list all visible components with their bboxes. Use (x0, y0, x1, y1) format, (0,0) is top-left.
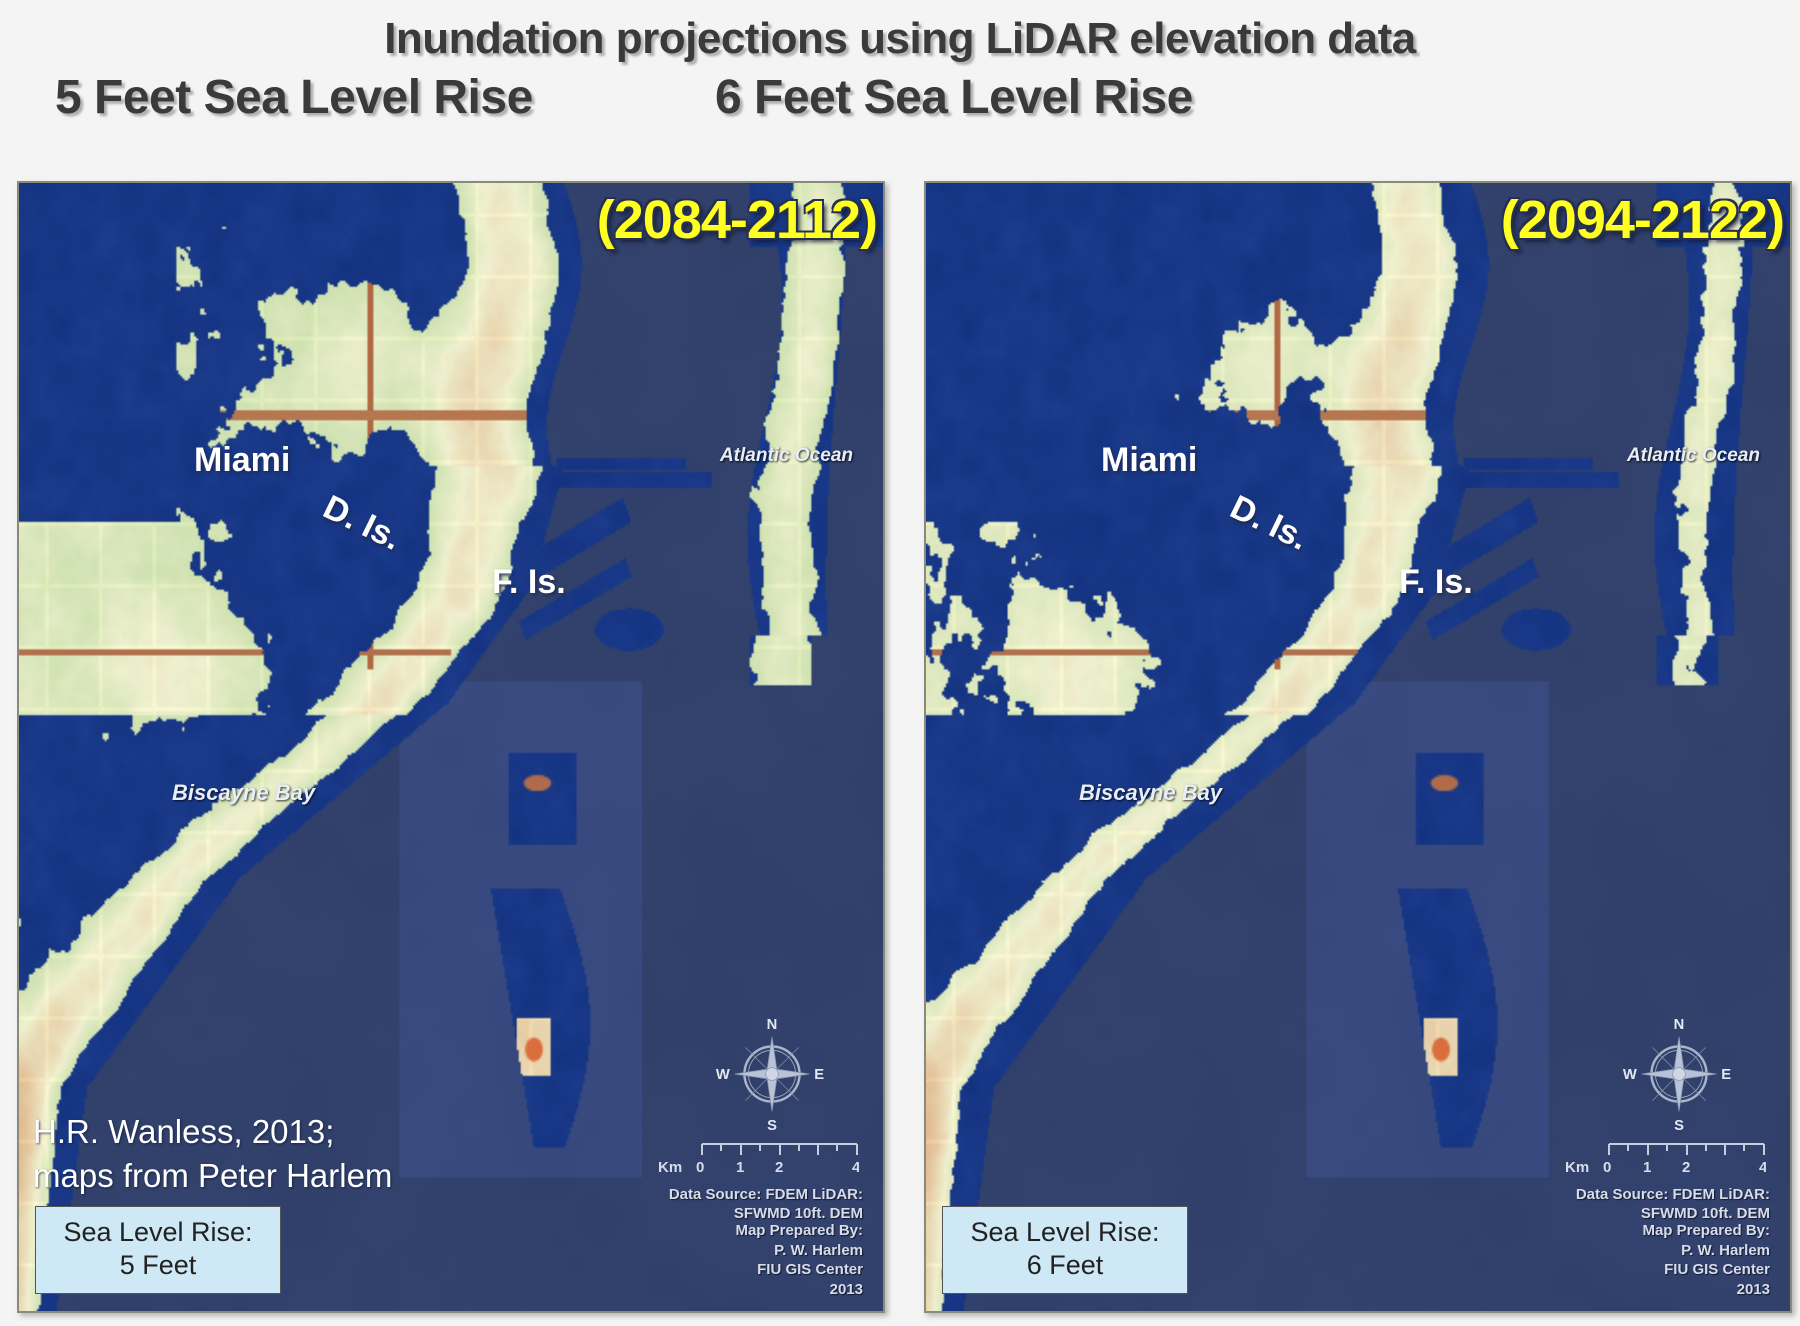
svg-text:0: 0 (696, 1159, 704, 1176)
svg-text:2: 2 (1682, 1159, 1690, 1176)
svg-text:E: E (1721, 1067, 1731, 1083)
data-source-text-6ft: Data Source: FDEM LiDAR: SFWMD 10ft. DEM (1576, 1186, 1770, 1223)
svg-text:W: W (1623, 1067, 1637, 1083)
map-panel-6ft[interactable]: (2094-2122) Atlantic Ocean Miami D. Is. … (924, 181, 1792, 1313)
data-source-line-1: Data Source: FDEM LiDAR: (1575, 1186, 1770, 1204)
map-panel-5ft[interactable]: (2084-2112) Atlantic Ocean Miami D. Is. … (17, 181, 885, 1313)
credit-line-1: H.R. Wanless, 2013; (33, 1112, 335, 1150)
svg-text:4: 4 (1759, 1159, 1766, 1176)
prepared-by-line-1: Map Prepared By: (735, 1222, 863, 1239)
svg-text:N: N (767, 1017, 778, 1033)
compass-rose-icon: N S E W (713, 1015, 831, 1133)
compass-rose-icon: N S E W (1620, 1015, 1738, 1133)
svg-text:N: N (1674, 1017, 1685, 1033)
prepared-by-line-1: Map Prepared By: (1642, 1222, 1770, 1239)
svg-text:W: W (716, 1067, 730, 1083)
subtitle-right-panel: 6 Feet Sea Level Rise (715, 71, 1193, 125)
svg-text:1: 1 (736, 1159, 744, 1176)
subtitle-row: 5 Feet Sea Level Rise 6 Feet Sea Level R… (0, 70, 1800, 125)
map-raster-5ft (19, 183, 883, 1311)
prepared-by-line-3: FIU GIS Center (1664, 1261, 1770, 1278)
data-source-line-2: SFWMD 10ft. DEM (1640, 1204, 1770, 1222)
svg-text:1: 1 (1643, 1159, 1651, 1176)
page-title: Inundation projections using LiDAR eleva… (384, 14, 1416, 63)
slr-legend-label: Sea Level Rise: (970, 1217, 1160, 1248)
svg-text:0: 0 (1603, 1159, 1611, 1176)
prepared-by-line-4: 2013 (829, 1280, 863, 1298)
subtitle-left-panel: 5 Feet Sea Level Rise (55, 71, 533, 125)
svg-text:Km: Km (658, 1159, 682, 1176)
prepared-by-line-2: P. W. Harlem (1681, 1241, 1770, 1259)
sea-level-rise-legend-5ft: Sea Level Rise: 5 Feet (35, 1206, 281, 1294)
year-range-label-6ft: (2094-2122) (1500, 190, 1785, 250)
slr-legend-value: 6 Feet (1026, 1250, 1104, 1281)
prepared-by-text-6ft: Map Prepared By: P. W. Harlem FIU GIS Ce… (1642, 1221, 1770, 1299)
svg-text:4: 4 (852, 1159, 859, 1176)
slr-legend-value: 5 Feet (119, 1250, 197, 1281)
scale-bar-6ft: Km 0 1 2 4 (1561, 1136, 1766, 1178)
title-block: Inundation projections using LiDAR eleva… (0, 0, 1800, 125)
svg-text:E: E (814, 1067, 824, 1083)
prepared-by-line-3: FIU GIS Center (757, 1261, 863, 1278)
sea-level-rise-legend-6ft: Sea Level Rise: 6 Feet (942, 1206, 1188, 1294)
svg-text:2: 2 (775, 1159, 783, 1176)
year-range-label-5ft: (2084-2112) (596, 190, 878, 250)
data-source-line-2: SFWMD 10ft. DEM (733, 1204, 863, 1222)
svg-text:S: S (1674, 1118, 1684, 1133)
credit-line-2: maps from Peter Harlem (33, 1157, 393, 1195)
slr-legend-label: Sea Level Rise: (63, 1217, 253, 1248)
prepared-by-line-4: 2013 (1736, 1280, 1770, 1298)
svg-text:S: S (767, 1118, 777, 1133)
credit-text: H.R. Wanless, 2013; maps from Peter Harl… (33, 1110, 392, 1199)
prepared-by-text-5ft: Map Prepared By: P. W. Harlem FIU GIS Ce… (735, 1221, 863, 1299)
map-raster-6ft (926, 183, 1790, 1311)
data-source-line-1: Data Source: FDEM LiDAR: (668, 1186, 863, 1204)
svg-text:Km: Km (1565, 1159, 1589, 1176)
scale-bar-5ft: Km 0 1 2 4 (654, 1136, 859, 1178)
prepared-by-line-2: P. W. Harlem (774, 1241, 863, 1259)
data-source-text-5ft: Data Source: FDEM LiDAR: SFWMD 10ft. DEM (669, 1186, 863, 1223)
